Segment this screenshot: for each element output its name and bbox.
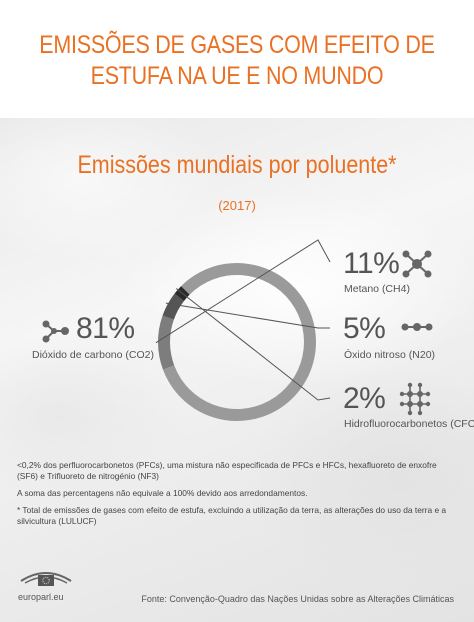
cfc-label: Hidrofluorocarbonetos (CFCs): [344, 418, 474, 430]
co2-label: Dióxido de carbono (CO2): [32, 349, 154, 361]
header-band: EMISSÕES DE GASES COM EFEITO DE ESTUFA N…: [0, 0, 474, 118]
page-title: EMISSÕES DE GASES COM EFEITO DE ESTUFA N…: [39, 31, 435, 90]
donut-slice-1: [158, 315, 175, 370]
cfc-percent: 2%: [343, 382, 386, 415]
donut-slice-2: [162, 293, 185, 320]
chart-panel: [0, 118, 474, 622]
europarl-link[interactable]: europarl.eu: [18, 592, 64, 602]
footnotes: <0,2% dos perfluorocarbonetos (PFCs), um…: [17, 460, 457, 533]
n2o-percent: 5%: [343, 312, 386, 345]
co2-percent: 81%: [76, 312, 135, 345]
footnote-rounding: A soma das percentagens não equivale a 1…: [17, 488, 308, 498]
source-note: Fonte: Convenção-Quadro das Nações Unida…: [141, 594, 454, 604]
molecule-icon: [42, 320, 69, 343]
leader-line-1: [155, 239, 331, 344]
chart-title: Emissões mundiais por poluente*: [77, 151, 397, 179]
donut-slice-0: [162, 262, 316, 421]
chart-subtitle: (2017): [218, 198, 256, 213]
footnote-total: * Total de emissões de gases com efeito …: [17, 505, 447, 526]
dots-chain-icon: [401, 323, 433, 331]
lattice-icon: [399, 382, 431, 416]
footnote-others: <0,2% dos perfluorocarbonetos (PFCs), um…: [17, 460, 437, 481]
ch4-percent: 11%: [343, 247, 400, 280]
leader-line-3: [175, 288, 331, 401]
n2o-label: Óxido nitroso (N20): [344, 349, 436, 361]
ch4-label: Metano (CH4): [344, 283, 410, 295]
europarl-logo: [20, 572, 72, 586]
network-icon: [402, 250, 432, 278]
leader-line-2: [165, 302, 330, 329]
